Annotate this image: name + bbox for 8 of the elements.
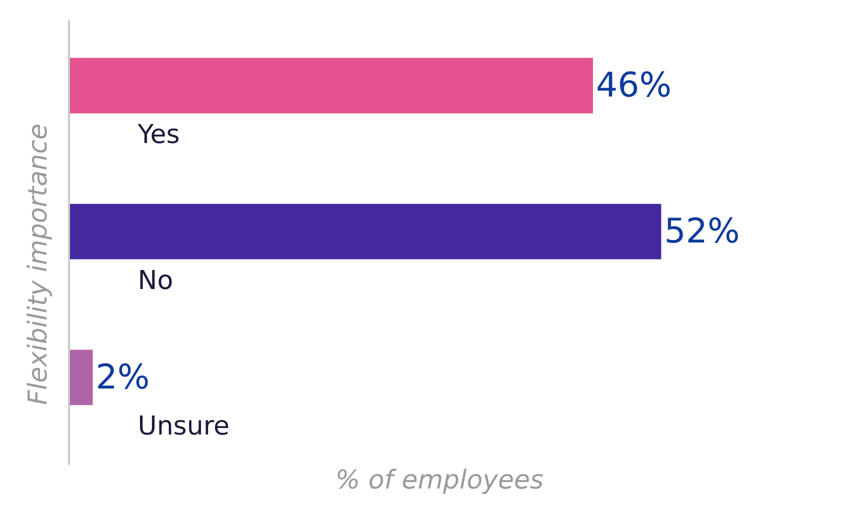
y-axis-title: Flexibility importance (23, 124, 54, 405)
y-tick-label: No (138, 266, 174, 296)
x-axis-title: % of employees (335, 466, 544, 496)
data-label: 52% (664, 212, 740, 252)
y-tick-label: Yes (136, 120, 180, 150)
data-label: 2% (96, 357, 150, 398)
data-label: 46% (596, 66, 672, 106)
y-tick-label: Unsure (138, 412, 230, 442)
